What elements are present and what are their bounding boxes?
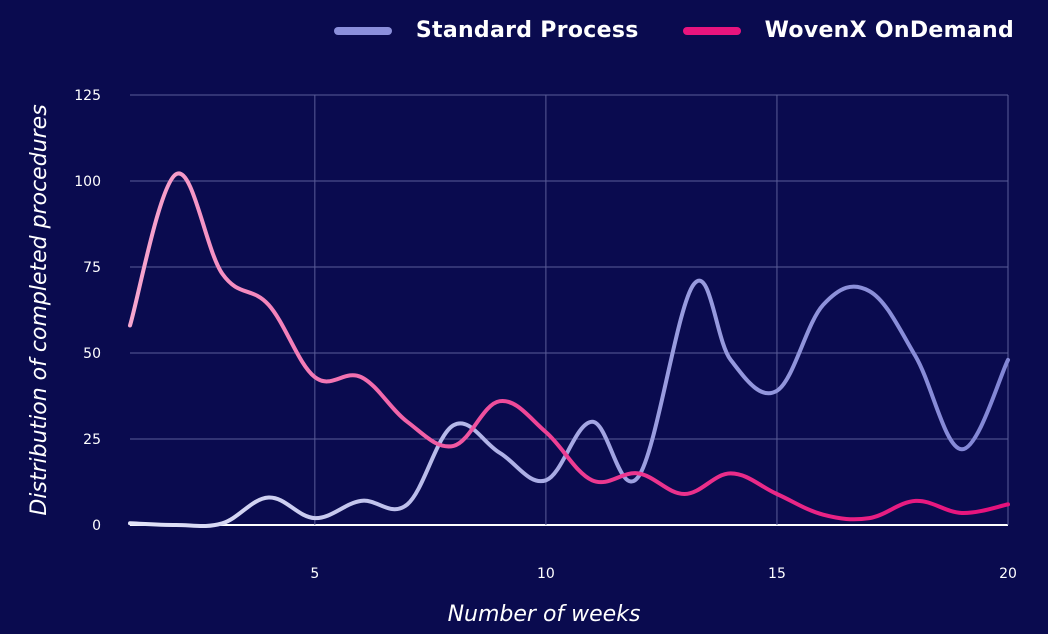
legend-label-standard-process: Standard Process <box>415 18 639 43</box>
chart-series <box>128 171 1010 528</box>
x-tick-label: 15 <box>768 566 786 582</box>
legend-label-wovenx-ondemand: WovenX OnDemand <box>764 18 1014 43</box>
chart-legend: Standard Process WovenX OnDemand <box>333 18 1014 43</box>
series-line-standard-process <box>128 278 1010 528</box>
x-tick-label: 20 <box>999 566 1017 582</box>
legend-entry-wovenx-ondemand: WovenX OnDemand <box>682 18 1014 43</box>
legend-swatch-standard-process <box>333 26 392 35</box>
y-tick-label: 0 <box>92 518 101 534</box>
x-axis-ticks: 5 10 15 20 <box>310 566 1017 582</box>
y-tick-label: 125 <box>74 88 101 104</box>
x-tick-label: 5 <box>310 566 319 582</box>
y-tick-label: 75 <box>83 260 101 276</box>
x-tick-label: 10 <box>537 566 555 582</box>
x-axis-label: Number of weeks <box>448 602 641 627</box>
legend-entry-standard-process: Standard Process <box>333 18 639 43</box>
y-axis-ticks: 0 25 50 75 100 125 <box>74 88 101 534</box>
y-tick-label: 25 <box>83 432 101 448</box>
y-axis-label: Distribution of completed procedures <box>27 104 52 515</box>
legend-swatch-wovenx-ondemand <box>682 26 741 35</box>
y-tick-label: 50 <box>83 346 101 362</box>
chart-grid <box>130 94 1009 526</box>
y-tick-label: 100 <box>74 174 101 190</box>
series-line-wovenx-ondemand <box>128 171 1010 522</box>
